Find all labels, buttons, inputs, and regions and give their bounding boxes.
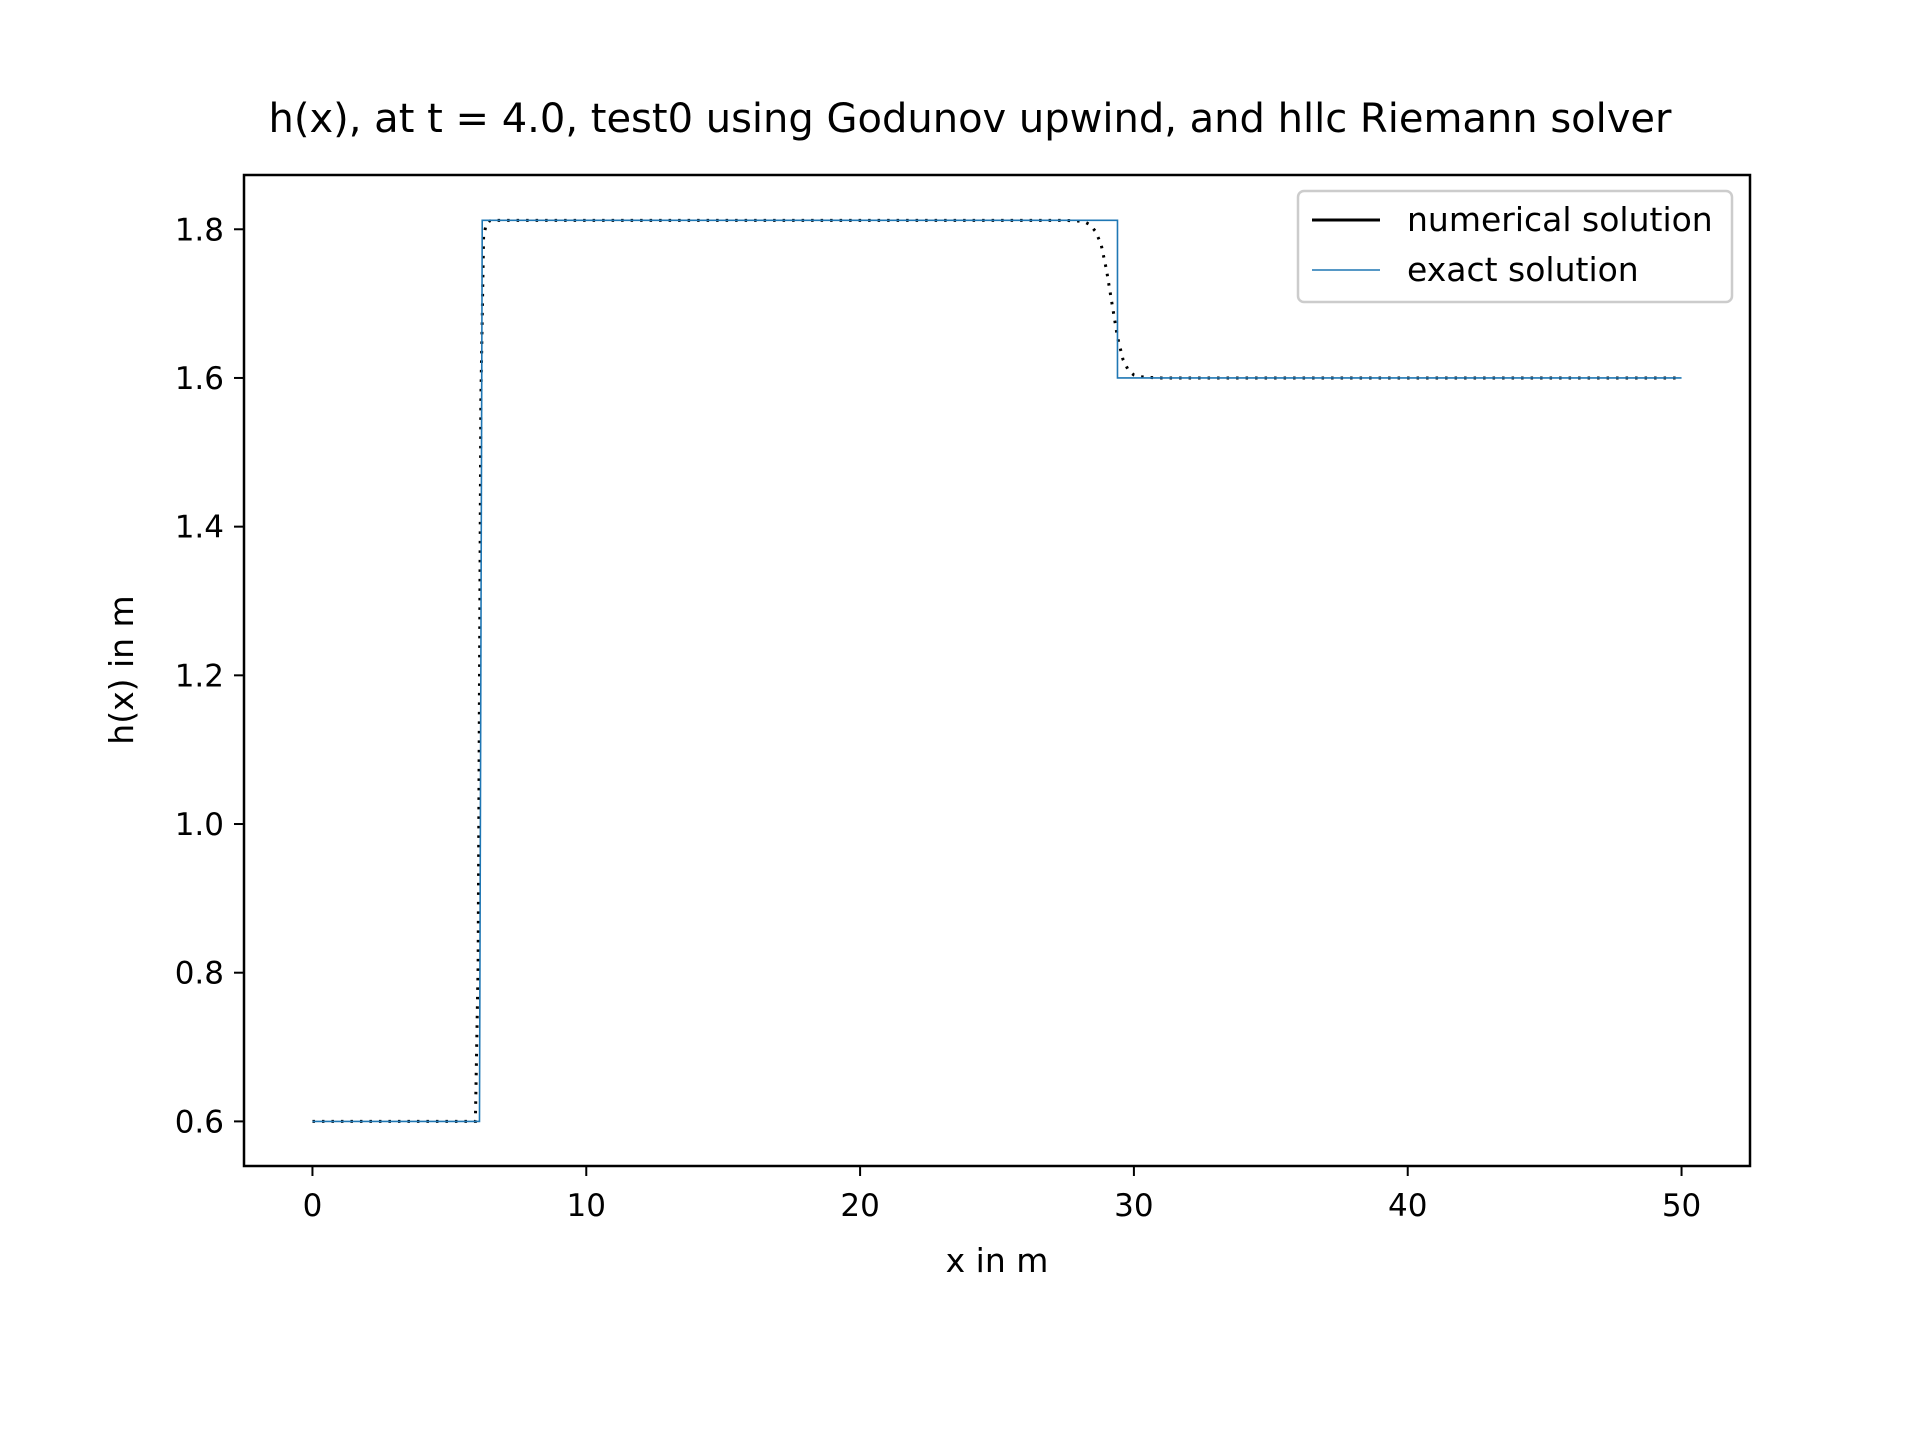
y-axis-label: h(x) in m [102,595,141,744]
legend-label-exact: exact solution [1407,250,1639,289]
series-line-exact [312,219,1682,1123]
x-tick-label: 50 [1662,1188,1701,1224]
y-tick-label: 1.4 [175,510,224,546]
x-tick-label: 20 [840,1188,879,1224]
plot-frame [242,173,1752,1168]
y-tick-label: 1.2 [175,658,224,694]
x-tick-label: 0 [303,1188,323,1224]
plot-series [312,218,1682,1123]
y-tick-label: 0.6 [175,1104,224,1140]
legend-box [1296,189,1734,304]
y-tick-label: 0.8 [175,956,224,992]
x-axis-ticks: 0 10 20 30 40 50 [303,1166,1701,1224]
y-tick-label: 1.8 [175,212,224,248]
chart-title: h(x), at t = 4.0, test0 using Godunov up… [269,96,1673,142]
y-tick-label: 1.0 [175,807,224,843]
legend-label-numerical: numerical solution [1407,200,1713,239]
x-tick-label: 30 [1114,1188,1153,1224]
y-axis-ticks: 0.6 0.8 1.0 1.2 1.4 1.6 1.8 [175,212,244,1140]
x-axis-label: x in m [946,1241,1049,1280]
legend: numerical solution exact solution [1296,189,1734,304]
series-line-numerical [312,218,1682,1123]
x-tick-label: 40 [1388,1188,1427,1224]
x-tick-label: 10 [567,1188,606,1224]
y-tick-label: 1.6 [175,361,224,397]
